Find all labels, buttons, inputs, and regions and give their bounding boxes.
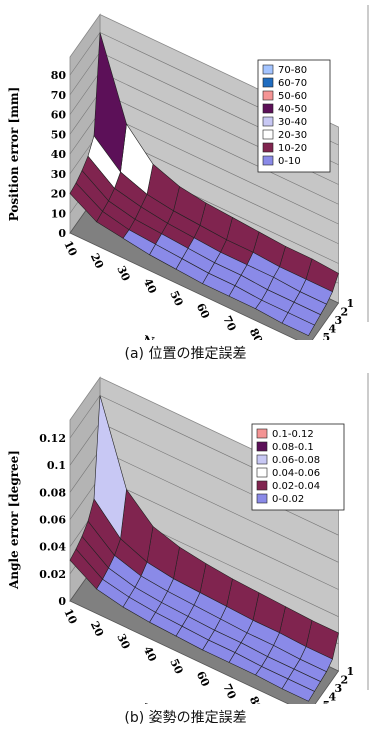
legend-label: 0.1-0.12 — [272, 429, 314, 440]
y-tick-label: 5 — [323, 699, 331, 704]
z-tick-label: 0.04 — [39, 541, 66, 554]
wall-gridline — [69, 52, 101, 95]
legend-label: 0.06-0.08 — [272, 455, 320, 466]
caption-b: (b) 姿勢の推定誤差 — [124, 710, 247, 726]
angle-error-surface-chart: 0 0.02 0.04 0.06 0.08 0.1 0.12 10 20 30 40 50 60 70 80… — [7, 373, 371, 704]
legend-label: 30-40 — [278, 117, 307, 128]
legend-label: 0-10 — [278, 156, 301, 167]
x-tick-label: 30 — [114, 264, 132, 284]
z-tick-label: 0 — [58, 227, 66, 240]
y-tick-label: 2 — [341, 674, 349, 687]
x-tick-label: 90 — [273, 339, 291, 340]
wall-gridline — [69, 422, 101, 466]
x-tick-label: 70 — [220, 314, 238, 334]
x-tick-label: 60 — [194, 301, 212, 321]
z-tick-label: 0.12 — [39, 432, 66, 445]
legend-label: 0.04-0.06 — [272, 468, 320, 479]
legend-label: 50-60 — [278, 91, 307, 102]
y-tick-label: 3 — [335, 314, 343, 327]
x-tick-label: 10 — [61, 239, 79, 259]
legend-label: 70-80 — [278, 65, 307, 76]
wall-gridline — [69, 32, 101, 76]
x-tick-label: 30 — [114, 632, 132, 652]
legend-swatch — [262, 90, 274, 101]
legend-swatch — [256, 480, 268, 491]
legend-swatch — [256, 493, 268, 504]
wall-gridline — [99, 111, 339, 225]
legend-swatch — [256, 441, 268, 452]
legend-label: 20-30 — [278, 130, 307, 141]
legend-swatch — [262, 129, 274, 140]
legend-swatch — [256, 428, 268, 439]
legend-swatch — [262, 142, 274, 153]
wall-gridline — [69, 91, 101, 135]
x-tick-label: 40 — [141, 276, 159, 296]
y-tick-label: 2 — [341, 306, 349, 319]
legend-swatch — [256, 467, 268, 478]
legend-label: 10-20 — [278, 143, 307, 154]
z-tick-label: 80 — [51, 69, 67, 82]
y-tick-label: 3 — [335, 682, 343, 695]
x-tick-label: 20 — [88, 251, 106, 271]
z-tick-label: 50 — [51, 128, 67, 141]
z-tick-label: 10 — [51, 207, 67, 220]
legend-label: 40-50 — [278, 104, 307, 115]
y-tick-label: 4 — [329, 323, 337, 336]
z-tick-label: 0.08 — [39, 486, 66, 499]
z-tick-label: 0.06 — [39, 514, 66, 527]
z-tick-label: 0.1 — [47, 459, 66, 472]
legend-swatch — [262, 64, 274, 75]
x-tick-label: 50 — [167, 289, 185, 309]
x-tick-label: 20 — [88, 619, 106, 639]
legend-label: 0.08-0.1 — [272, 442, 314, 453]
wall-gridline — [99, 449, 339, 563]
caption-a: (a) 位置の推定誤差 — [124, 346, 247, 362]
x-tick-label: 80 — [247, 326, 265, 340]
x-tick-label: 60 — [194, 669, 212, 689]
y-tick-label: 1 — [347, 665, 355, 678]
figure-position-error: 0102030405060708010203040506070809010012… — [0, 0, 371, 365]
wall-gridline — [69, 71, 101, 115]
position-error-surface-chart: 0102030405060708010203040506070809010012… — [7, 5, 371, 341]
x-tick-label: 70 — [220, 682, 238, 702]
legend-box — [251, 423, 345, 511]
legend-label: 0.02-0.04 — [272, 481, 320, 492]
surface-cell — [69, 548, 103, 590]
legend-swatch — [262, 116, 274, 127]
z-tick-label: 40 — [51, 148, 67, 161]
surface-cell — [69, 182, 103, 223]
z-axis-label: Angle error [degree] — [7, 450, 21, 590]
y-tick-label: 4 — [329, 691, 337, 704]
x-tick-label: 50 — [167, 657, 185, 677]
legend-swatch — [262, 155, 274, 166]
z-tick-label: 0 — [58, 595, 66, 608]
legend-label: 0-0.02 — [272, 494, 304, 505]
figure-angle-error: 0 0.02 0.04 0.06 0.08 0.1 0.12 10 20 30 40 50 60 70 80… — [0, 368, 371, 731]
wall-gridline — [69, 395, 101, 439]
wall-gridline — [99, 91, 339, 205]
z-tick-label: 60 — [51, 109, 67, 122]
wall-gridline — [99, 476, 339, 590]
legend-swatch — [262, 103, 274, 114]
legend-swatch — [256, 454, 268, 465]
legend-label: 60-70 — [278, 78, 307, 89]
x-axis-label: Number of landmarks — [142, 701, 289, 704]
x-tick-label: 80 — [247, 694, 265, 704]
y-tick-label: 1 — [347, 297, 355, 310]
z-tick-label: 30 — [51, 168, 67, 181]
z-axis-label: Position error [mm] — [7, 87, 21, 222]
z-tick-label: 20 — [51, 188, 67, 201]
x-tick-label: 10 — [61, 607, 79, 627]
z-tick-label: 0.02 — [39, 568, 66, 581]
y-tick-label: 5 — [323, 331, 331, 340]
y-tick-label: 6 — [317, 340, 325, 341]
legend-swatch — [262, 77, 274, 88]
wall-gridline — [69, 449, 101, 493]
wall-gridline — [99, 422, 339, 536]
z-tick-label: 70 — [51, 89, 67, 102]
x-tick-label: 40 — [141, 644, 159, 664]
x-axis-label: Number of landmarks — [142, 333, 289, 340]
